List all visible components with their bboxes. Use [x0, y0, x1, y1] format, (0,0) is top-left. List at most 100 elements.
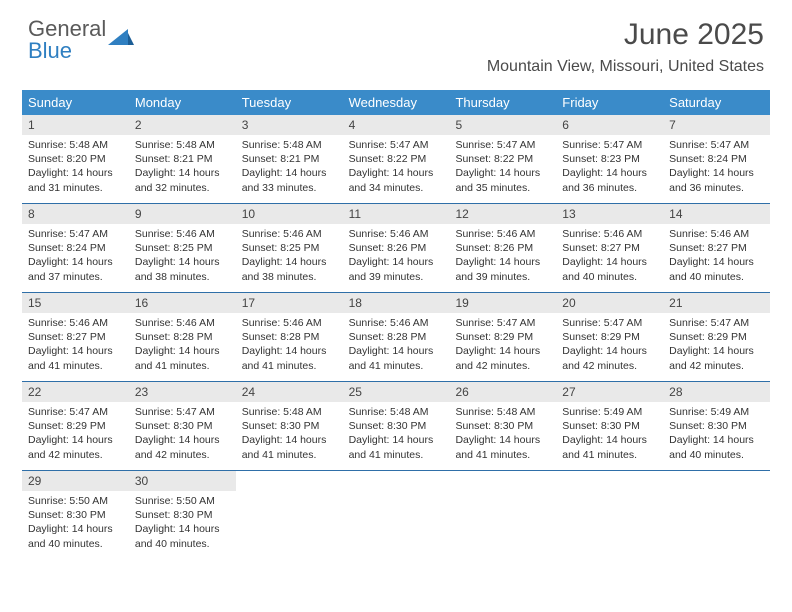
daylight-text: and 41 minutes. [22, 359, 129, 373]
logo: General Blue [28, 18, 134, 62]
sunrise-text: Sunrise: 5:47 AM [556, 138, 663, 152]
sunset-text: Sunset: 8:22 PM [449, 152, 556, 166]
day-cell: 24Sunrise: 5:48 AMSunset: 8:30 PMDayligh… [236, 382, 343, 470]
sunset-text: Sunset: 8:30 PM [343, 419, 450, 433]
empty-cell [449, 471, 556, 559]
daylight-text: Daylight: 14 hours [556, 433, 663, 447]
day-cell: 19Sunrise: 5:47 AMSunset: 8:29 PMDayligh… [449, 293, 556, 381]
daylight-text: Daylight: 14 hours [663, 255, 770, 269]
sunrise-text: Sunrise: 5:47 AM [663, 138, 770, 152]
sunrise-text: Sunrise: 5:46 AM [236, 316, 343, 330]
sunrise-text: Sunrise: 5:46 AM [556, 227, 663, 241]
week-row: 29Sunrise: 5:50 AMSunset: 8:30 PMDayligh… [22, 471, 770, 559]
location-label: Mountain View, Missouri, United States [487, 58, 764, 76]
daylight-text: Daylight: 14 hours [129, 255, 236, 269]
daylight-text: and 41 minutes. [556, 448, 663, 462]
day-number: 9 [129, 204, 236, 224]
day-number: 28 [663, 382, 770, 402]
daylight-text: and 40 minutes. [129, 537, 236, 551]
daylight-text: and 39 minutes. [343, 270, 450, 284]
day-cell: 22Sunrise: 5:47 AMSunset: 8:29 PMDayligh… [22, 382, 129, 470]
day-number: 12 [449, 204, 556, 224]
day-number: 29 [22, 471, 129, 491]
day-number: 3 [236, 115, 343, 135]
sunset-text: Sunset: 8:27 PM [663, 241, 770, 255]
sunset-text: Sunset: 8:21 PM [236, 152, 343, 166]
sunrise-text: Sunrise: 5:46 AM [236, 227, 343, 241]
day-number: 26 [449, 382, 556, 402]
sunset-text: Sunset: 8:28 PM [129, 330, 236, 344]
day-number: 30 [129, 471, 236, 491]
daylight-text: Daylight: 14 hours [556, 166, 663, 180]
daylight-text: and 40 minutes. [663, 448, 770, 462]
daylight-text: and 41 minutes. [449, 448, 556, 462]
daylight-text: Daylight: 14 hours [343, 166, 450, 180]
day-header-row: SundayMondayTuesdayWednesdayThursdayFrid… [22, 90, 770, 115]
daylight-text: Daylight: 14 hours [449, 255, 556, 269]
day-number: 20 [556, 293, 663, 313]
daylight-text: and 41 minutes. [236, 448, 343, 462]
sunrise-text: Sunrise: 5:49 AM [556, 405, 663, 419]
day-header: Monday [129, 90, 236, 115]
day-header: Sunday [22, 90, 129, 115]
sunset-text: Sunset: 8:30 PM [236, 419, 343, 433]
daylight-text: Daylight: 14 hours [663, 344, 770, 358]
daylight-text: Daylight: 14 hours [22, 433, 129, 447]
daylight-text: and 42 minutes. [556, 359, 663, 373]
daylight-text: and 38 minutes. [129, 270, 236, 284]
daylight-text: Daylight: 14 hours [556, 344, 663, 358]
day-cell: 10Sunrise: 5:46 AMSunset: 8:25 PMDayligh… [236, 204, 343, 292]
title-block: June 2025 Mountain View, Missouri, Unite… [487, 18, 764, 76]
sunset-text: Sunset: 8:21 PM [129, 152, 236, 166]
sunset-text: Sunset: 8:25 PM [129, 241, 236, 255]
daylight-text: Daylight: 14 hours [129, 344, 236, 358]
daylight-text: and 42 minutes. [22, 448, 129, 462]
sunrise-text: Sunrise: 5:46 AM [449, 227, 556, 241]
daylight-text: and 33 minutes. [236, 181, 343, 195]
day-cell: 4Sunrise: 5:47 AMSunset: 8:22 PMDaylight… [343, 115, 450, 203]
sunset-text: Sunset: 8:22 PM [343, 152, 450, 166]
sunrise-text: Sunrise: 5:50 AM [129, 494, 236, 508]
daylight-text: Daylight: 14 hours [129, 166, 236, 180]
sunset-text: Sunset: 8:25 PM [236, 241, 343, 255]
daylight-text: and 39 minutes. [449, 270, 556, 284]
day-cell: 2Sunrise: 5:48 AMSunset: 8:21 PMDaylight… [129, 115, 236, 203]
sunrise-text: Sunrise: 5:48 AM [236, 405, 343, 419]
empty-cell [663, 471, 770, 559]
empty-cell [236, 471, 343, 559]
daylight-text: Daylight: 14 hours [22, 522, 129, 536]
daylight-text: and 41 minutes. [343, 359, 450, 373]
day-number: 25 [343, 382, 450, 402]
sunrise-text: Sunrise: 5:46 AM [343, 227, 450, 241]
daylight-text: Daylight: 14 hours [343, 433, 450, 447]
day-cell: 9Sunrise: 5:46 AMSunset: 8:25 PMDaylight… [129, 204, 236, 292]
daylight-text: Daylight: 14 hours [556, 255, 663, 269]
day-cell: 12 Sunrise: 5:46 AMSunset: 8:26 PMDayligh… [449, 204, 556, 292]
day-number: 10 [236, 204, 343, 224]
daylight-text: Daylight: 14 hours [236, 344, 343, 358]
sunrise-text: Sunrise: 5:47 AM [449, 316, 556, 330]
sunrise-text: Sunrise: 5:47 AM [129, 405, 236, 419]
sunset-text: Sunset: 8:28 PM [236, 330, 343, 344]
day-number: 14 [663, 204, 770, 224]
sunset-text: Sunset: 8:26 PM [449, 241, 556, 255]
sunset-text: Sunset: 8:29 PM [663, 330, 770, 344]
day-number: 13 [556, 204, 663, 224]
logo-triangle-icon [108, 27, 134, 54]
sunrise-text: Sunrise: 5:47 AM [449, 138, 556, 152]
sunset-text: Sunset: 8:24 PM [663, 152, 770, 166]
sunrise-text: Sunrise: 5:48 AM [343, 405, 450, 419]
day-number: 18 [343, 293, 450, 313]
daylight-text: Daylight: 14 hours [449, 344, 556, 358]
daylight-text: Daylight: 14 hours [22, 255, 129, 269]
sunset-text: Sunset: 8:29 PM [449, 330, 556, 344]
sunset-text: Sunset: 8:30 PM [129, 508, 236, 522]
day-cell: 13Sunrise: 5:46 AMSunset: 8:27 PMDayligh… [556, 204, 663, 292]
week-row: 1Sunrise: 5:48 AMSunset: 8:20 PMDaylight… [22, 115, 770, 204]
daylight-text: Daylight: 14 hours [663, 166, 770, 180]
sunrise-text: Sunrise: 5:47 AM [22, 227, 129, 241]
daylight-text: and 42 minutes. [129, 448, 236, 462]
day-cell: 27Sunrise: 5:49 AMSunset: 8:30 PMDayligh… [556, 382, 663, 470]
sunset-text: Sunset: 8:27 PM [22, 330, 129, 344]
sunset-text: Sunset: 8:28 PM [343, 330, 450, 344]
